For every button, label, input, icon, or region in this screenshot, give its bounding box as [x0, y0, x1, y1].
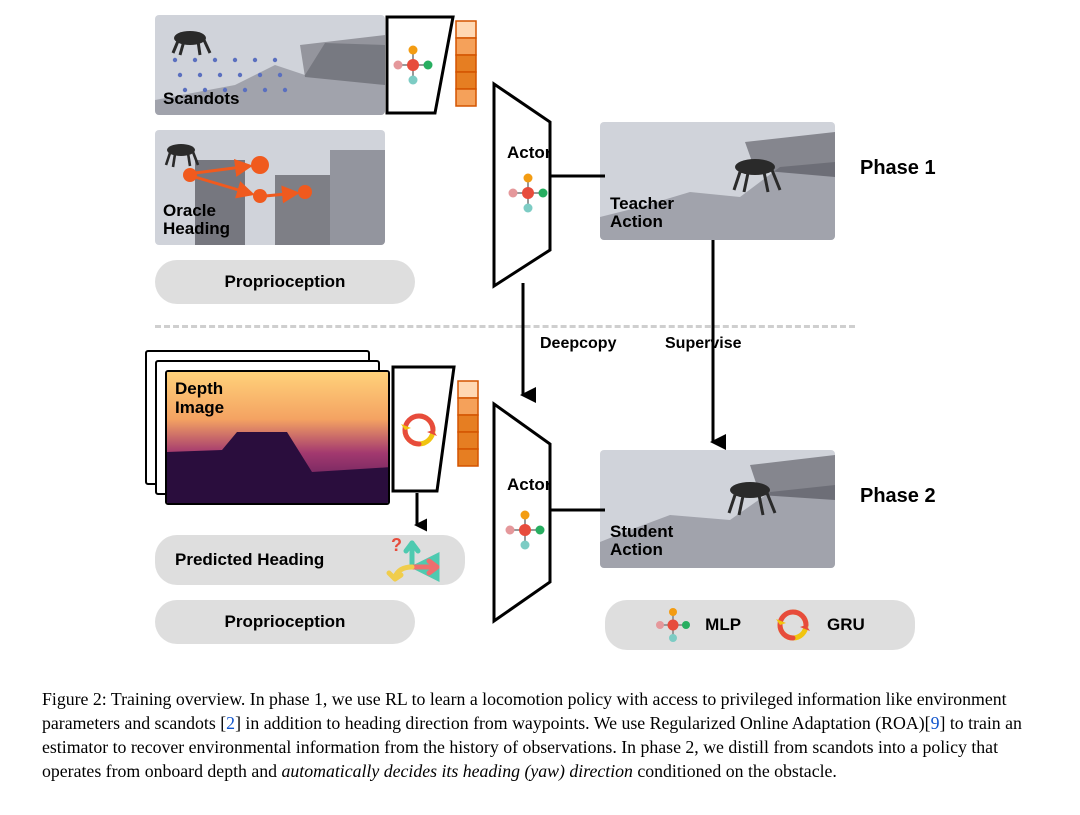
arrow-actor-to-teacher — [550, 173, 605, 179]
proprioception-pill-2: Proprioception — [155, 600, 415, 644]
arrow-actor-to-student — [550, 507, 605, 513]
mlp-icon — [393, 45, 433, 85]
depth-image-stack: Depth Image — [145, 350, 393, 508]
heading-arrows-icon: ? — [377, 537, 447, 583]
depth-image-label: Depth Image — [175, 380, 224, 417]
figure-caption: Figure 2: Training overview. In phase 1,… — [42, 688, 1042, 783]
phase1-label: Phase 1 — [860, 157, 936, 180]
phase2-label: Phase 2 — [860, 485, 936, 508]
deepcopy-label: Deepcopy — [540, 335, 616, 353]
arrow-encoder-to-heading — [407, 493, 427, 535]
proprioception-pill-1: Proprioception — [155, 260, 415, 304]
feature-vector-phase1 — [455, 20, 477, 110]
proprioception1-label: Proprioception — [225, 272, 346, 292]
caption-t2: ] in addition to heading direction from … — [235, 713, 931, 733]
caption-fignum: Figure 2: — [42, 689, 107, 709]
student-action-label: Student Action — [610, 523, 673, 560]
phase-separator — [155, 325, 855, 328]
gru-legend-label: GRU — [827, 615, 865, 635]
legend-pill: MLP GRU — [605, 600, 915, 650]
supervise-label: Supervise — [665, 335, 741, 353]
caption-t4: conditioned on the obstacle. — [633, 761, 837, 781]
mlp-icon — [655, 607, 691, 643]
actor2-label: Actor — [507, 475, 551, 495]
mlp-legend-label: MLP — [705, 615, 741, 635]
mlp-icon — [508, 173, 548, 213]
feature-vector-phase2 — [457, 380, 479, 470]
proprioception2-label: Proprioception — [225, 612, 346, 632]
predicted-heading-pill: Predicted Heading ? — [155, 535, 465, 585]
oracle-heading-label: Oracle Heading — [163, 202, 230, 239]
deepcopy-arrow — [510, 283, 536, 408]
predicted-heading-label: Predicted Heading — [175, 550, 324, 570]
teacher-action-label: Teacher Action — [610, 195, 674, 232]
student-action-panel: Student Action — [600, 450, 835, 568]
scandots-panel: Scandots — [155, 15, 385, 115]
caption-ref1[interactable]: 2 — [226, 713, 235, 733]
gru-icon — [399, 410, 439, 450]
caption-em: automatically decides its heading (yaw) … — [281, 761, 632, 781]
teacher-action-panel: Teacher Action — [600, 122, 835, 240]
qmark-label: ? — [391, 537, 402, 555]
figure-diagram: Scandots Oracle Heading — [95, 15, 985, 675]
gru-icon — [773, 607, 813, 643]
oracle-heading-panel: Oracle Heading — [155, 130, 385, 245]
mlp-icon — [505, 510, 545, 550]
actor1-label: Actor — [507, 143, 551, 163]
scandots-label: Scandots — [163, 90, 240, 109]
